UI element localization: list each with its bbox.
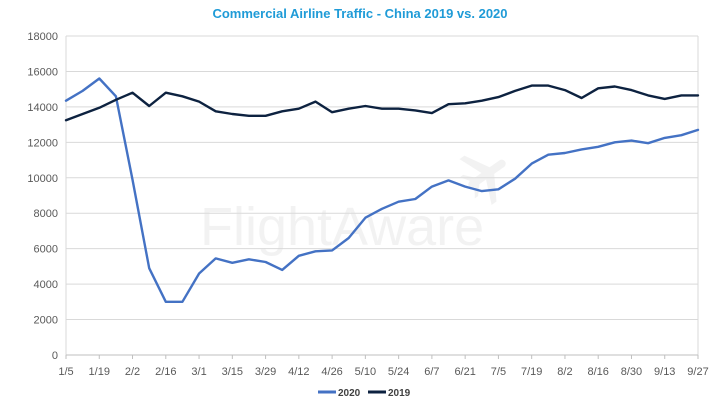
x-tick-label: 7/19: [521, 366, 542, 378]
x-tick-label: 3/15: [222, 366, 243, 378]
y-tick-label: 0: [52, 350, 58, 362]
chart-title: Commercial Airline Traffic - China 2019 …: [212, 6, 507, 21]
y-tick-label: 14000: [27, 102, 58, 114]
x-tick-label: 2/2: [125, 366, 140, 378]
x-tick-label: 5/10: [355, 366, 376, 378]
x-tick-label: 7/5: [491, 366, 506, 378]
x-tick-label: 4/26: [321, 366, 342, 378]
legend: 2020 2019: [318, 388, 411, 399]
x-tick-label: 8/30: [621, 366, 642, 378]
y-tick-label: 4000: [34, 279, 58, 291]
y-tick-label: 18000: [27, 31, 58, 43]
watermark: FlightAware: [200, 155, 506, 257]
series-line-2020: [64, 77, 700, 303]
series-lines: [64, 77, 700, 303]
y-axis: 0 2000 4000 6000 8000 10000 12000 14000 16000 180…: [27, 31, 58, 362]
y-tick-label: 12000: [27, 137, 58, 149]
x-tick-label: 1/19: [89, 366, 110, 378]
x-tick-label: 4/12: [288, 366, 309, 378]
x-tick-label: 5/24: [388, 366, 409, 378]
watermark-text: FlightAware: [200, 197, 484, 257]
legend-label-2019: 2019: [388, 388, 411, 399]
y-tick-label: 8000: [34, 208, 58, 220]
x-tick-label: 3/29: [255, 366, 276, 378]
x-tick-label: 6/21: [454, 366, 475, 378]
x-tick-label: 9/13: [654, 366, 675, 378]
y-tick-label: 2000: [34, 315, 58, 327]
x-tick-label: 9/27: [687, 366, 708, 378]
gridlines: [66, 35, 698, 321]
x-tick-label: 8/2: [557, 366, 572, 378]
legend-label-2020: 2020: [338, 388, 361, 399]
x-tick-label: 3/1: [191, 366, 206, 378]
x-tick-label: 6/7: [424, 366, 439, 378]
series-line-2019: [64, 84, 700, 122]
x-tick-label: 1/5: [58, 366, 73, 378]
y-tick-label: 10000: [27, 173, 58, 185]
x-axis: 1/5 1/19 2/2 2/16 3/1 3/15 3/29 4/12 4/26 5/10 5/2…: [58, 355, 709, 378]
plot-area: [65, 36, 699, 356]
y-tick-label: 6000: [34, 244, 58, 256]
x-tick-label: 8/16: [587, 366, 608, 378]
x-tick-label: 2/16: [155, 366, 176, 378]
y-tick-label: 16000: [27, 66, 58, 78]
